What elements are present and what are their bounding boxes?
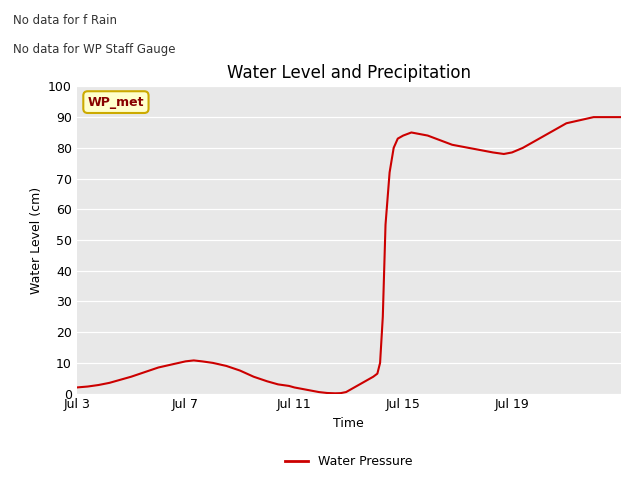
Legend: Water Pressure: Water Pressure xyxy=(280,450,417,473)
Y-axis label: Water Level (cm): Water Level (cm) xyxy=(29,186,42,294)
Text: No data for f Rain: No data for f Rain xyxy=(13,14,116,27)
Text: WP_met: WP_met xyxy=(88,96,144,108)
Text: No data for WP Staff Gauge: No data for WP Staff Gauge xyxy=(13,43,175,56)
Title: Water Level and Precipitation: Water Level and Precipitation xyxy=(227,64,471,82)
X-axis label: Time: Time xyxy=(333,417,364,430)
